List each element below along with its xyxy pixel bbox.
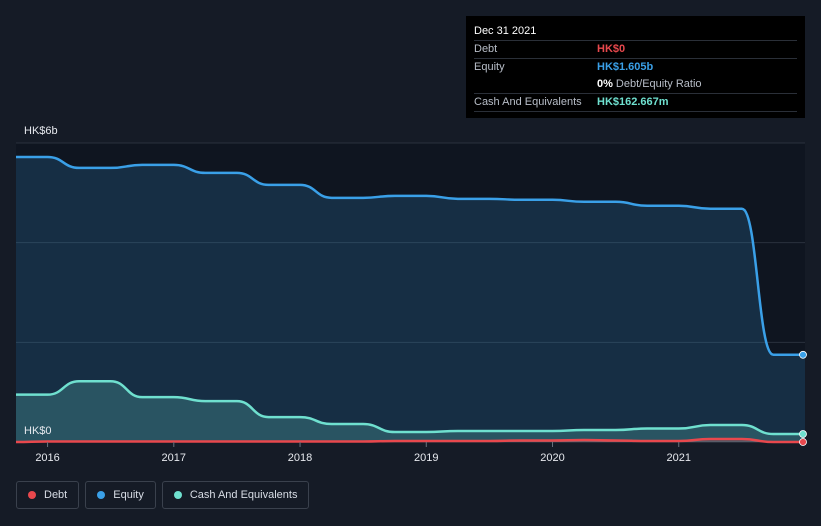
cash-and-equivalents-area <box>16 381 805 442</box>
equity-area <box>16 156 805 442</box>
legend-equity-label: Equity <box>113 489 144 501</box>
tooltip-equity-label: Equity <box>474 61 505 73</box>
tooltip-ratio-value: 0% <box>597 78 613 90</box>
equity-endpoint <box>799 350 807 359</box>
series-lines <box>15 155 805 444</box>
debt-dot-icon <box>28 491 36 499</box>
chart-legend: Debt Equity Cash And Equivalents <box>16 481 310 509</box>
x-tick-label-2018: 2018 <box>288 452 312 464</box>
tooltip-row-cash: Cash And Equivalents HK$162.667m <box>474 93 797 112</box>
legend-cash-label: Cash And Equivalents <box>189 489 298 501</box>
legend-item-debt[interactable]: Debt <box>16 481 80 509</box>
debt-endpoint <box>799 438 807 446</box>
y-axis-top-label: HK$6b <box>24 125 58 137</box>
x-axis-ticks: 2016 2017 2018 2019 2020 2021 <box>35 442 691 464</box>
grid-lines <box>16 142 805 443</box>
tooltip-cash-value: HK$162.667m <box>597 96 669 108</box>
tooltip-date: Dec 31 2021 <box>474 25 537 37</box>
series-endpoints <box>799 350 807 446</box>
x-tick-label-2017: 2017 <box>162 452 186 464</box>
cash-and-equivalents-line <box>16 379 805 436</box>
tooltip-row-debt: Debt HK$0 <box>474 40 797 58</box>
y-axis-bottom-label: HK$0 <box>24 425 52 437</box>
legend-item-cash[interactable]: Cash And Equivalents <box>161 481 310 509</box>
equity-line <box>16 155 805 357</box>
data-tooltip: Dec 31 2021 Debt HK$0 Equity HK$1.605b 0… <box>466 16 805 118</box>
tooltip-ratio-spacer <box>474 76 597 93</box>
plot-background <box>16 143 805 442</box>
legend-item-equity[interactable]: Equity <box>85 481 156 509</box>
tooltip-cash-label: Cash And Equivalents <box>474 96 582 108</box>
tooltip-debt-value: HK$0 <box>597 43 626 55</box>
tooltip-row-equity: Equity HK$1.605b <box>474 58 797 76</box>
x-tick-label-2019: 2019 <box>414 452 438 464</box>
x-tick-label-2016: 2016 <box>35 452 59 464</box>
legend-debt-label: Debt <box>44 489 68 501</box>
cash-and-equivalents-endpoint <box>799 430 807 438</box>
equity-dot-icon <box>97 491 106 499</box>
cash-dot-icon <box>173 491 182 499</box>
x-tick-label-2021: 2021 <box>667 452 691 464</box>
tooltip-ratio-label: Debt/Equity Ratio <box>615 78 702 90</box>
tooltip-equity-value: HK$1.605b <box>597 61 654 73</box>
tooltip-row-ratio: 0% Debt/Equity Ratio <box>474 76 797 93</box>
tooltip-debt-label: Debt <box>474 43 498 55</box>
debt-line <box>15 437 805 444</box>
x-tick-label-2020: 2020 <box>540 452 564 464</box>
